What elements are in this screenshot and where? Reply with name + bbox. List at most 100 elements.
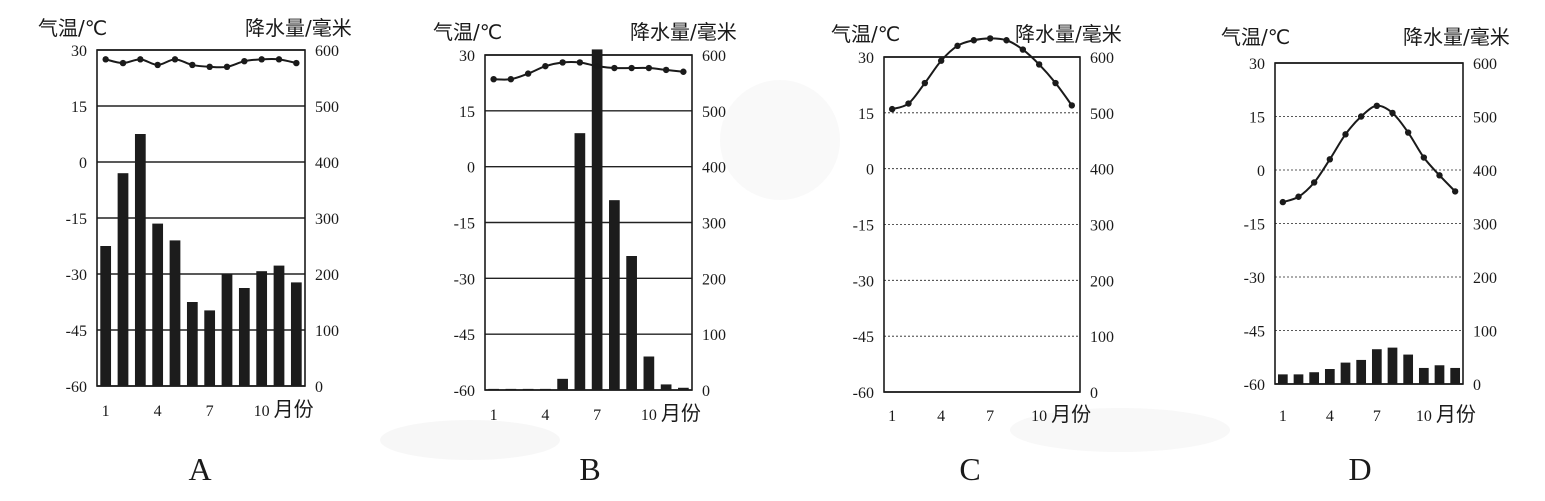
precipitation-bar (609, 200, 620, 390)
temperature-tick-label: 0 (79, 155, 87, 172)
precipitation-bar (678, 387, 689, 390)
month-tick-label: 4 (937, 408, 945, 425)
precipitation-bar (1277, 374, 1288, 384)
precipitation-bar (186, 302, 198, 386)
precipitation-bar (204, 310, 216, 386)
precipitation-bar (117, 173, 129, 386)
temperature-tick-label: -45 (66, 323, 87, 340)
precipitation-axis-title: 降水量/毫米 (1015, 22, 1122, 46)
precipitation-tick-label: 0 (315, 379, 323, 396)
temperature-tick-label: -30 (454, 271, 475, 288)
precipitation-tick-label: 600 (1090, 50, 1114, 67)
month-tick-label: 1 (102, 403, 110, 420)
precipitation-bar (626, 256, 637, 390)
temperature-axis-title: 气温/℃ (1221, 25, 1290, 49)
precipitation-tick-label: 200 (702, 271, 726, 288)
temperature-point (1279, 198, 1287, 206)
temperature-point (921, 79, 929, 87)
temperature-tick-label: -45 (853, 329, 874, 346)
temperature-tick-label: -45 (454, 327, 475, 344)
precipitation-bar (1418, 367, 1429, 384)
temperature-point (206, 63, 213, 70)
panel-label: C (959, 451, 980, 487)
precipitation-tick-label: 400 (1473, 163, 1497, 180)
temperature-point (137, 56, 144, 63)
precipitation-tick-label: 200 (1473, 270, 1497, 287)
temperature-tick-label: 15 (858, 106, 874, 123)
precipitation-bar (505, 388, 517, 390)
temperature-tick-label: -15 (853, 218, 874, 235)
precipitation-tick-label: 300 (1473, 217, 1497, 234)
precipitation-tick-label: 400 (315, 155, 339, 172)
precipitation-bar (557, 378, 568, 390)
precipitation-bar (221, 274, 233, 386)
temperature-tick-label: -15 (454, 216, 475, 233)
temperature-tick-label: -30 (1244, 270, 1265, 287)
precipitation-bar (936, 391, 947, 392)
temperature-point (1035, 61, 1043, 68)
plot-frame (96, 49, 306, 387)
temperature-tick-label: -30 (853, 273, 874, 290)
precipitation-axis-title: 降水量/毫米 (245, 16, 352, 40)
panel-label: B (579, 451, 600, 487)
temperature-tick-label: 15 (459, 104, 475, 121)
temperature-point (611, 64, 618, 72)
temperature-point (490, 75, 497, 83)
precipitation-bar (1371, 349, 1382, 384)
precipitation-bar (643, 356, 655, 390)
month-axis-unit: 月份 (1051, 402, 1091, 426)
precipitation-tick-label: 300 (702, 216, 726, 233)
temperature-point (954, 42, 961, 50)
month-tick-label: 7 (206, 403, 214, 420)
temperature-point (507, 75, 515, 83)
precipitation-bar (522, 388, 534, 390)
temperature-tick-label: 30 (858, 50, 874, 67)
month-tick-label: 10 (1416, 408, 1432, 425)
month-tick-label: 10 (641, 407, 657, 424)
precipitation-tick-label: 100 (702, 327, 726, 344)
precipitation-bar (660, 384, 672, 390)
precipitation-tick-label: 500 (1090, 106, 1114, 123)
temperature-tick-label: 30 (71, 43, 87, 60)
temperature-point (1357, 113, 1365, 120)
climate-chart-D: 气温/℃ 降水量/毫米 30 15 0 -15 -30 -45 -60 600 500 400 300 2… (1221, 25, 1510, 487)
precipitation-bar (290, 282, 302, 386)
temperature-point (905, 100, 912, 107)
temperature-point (1003, 37, 1010, 44)
panel-label: D (1348, 451, 1371, 487)
precipitation-axis-title: 降水量/毫米 (630, 20, 737, 44)
temperature-point (1068, 102, 1076, 109)
temperature-axis-title: 气温/℃ (831, 22, 900, 46)
temperature-tick-label: 15 (71, 99, 87, 116)
precipitation-tick-label: 300 (1090, 218, 1114, 235)
climate-chart-C: 气温/℃ 降水量/毫米 30 15 0 -15 -30 -45 -60 600 500 400 300 2… (831, 22, 1122, 487)
precipitation-tick-label: 500 (1473, 110, 1497, 127)
temperature-point (1052, 79, 1059, 87)
temperature-point (1404, 129, 1412, 136)
temperature-point (593, 62, 601, 70)
climate-chart-B: 气温/℃ 降水量/毫米 30 15 0 -15 -30 -45 -60 600 500 400 300 2… (433, 20, 737, 487)
month-tick-label: 4 (1326, 408, 1334, 425)
precipitation-tick-label: 500 (702, 104, 726, 121)
precipitation-tick-label: 300 (315, 211, 339, 228)
month-axis-unit: 月份 (274, 397, 314, 421)
precipitation-tick-label: 100 (1090, 329, 1114, 346)
precipitation-bar (1356, 359, 1367, 384)
temperature-line (493, 60, 684, 81)
temperature-point (645, 64, 653, 72)
precipitation-tick-label: 400 (1090, 162, 1114, 179)
precipitation-tick-label: 200 (1090, 273, 1114, 290)
plot-frame (1274, 62, 1464, 385)
temperature-point (662, 66, 670, 74)
precipitation-tick-label: 0 (702, 383, 710, 400)
temperature-point (1310, 179, 1318, 186)
temperature-point (1389, 109, 1396, 117)
temperature-point (1295, 193, 1302, 200)
temperature-point (888, 105, 896, 113)
temperature-point (542, 62, 549, 70)
plot-frame (484, 54, 693, 391)
month-tick-label: 1 (888, 408, 896, 425)
temperature-point (628, 64, 635, 72)
precipitation-bar (1324, 369, 1335, 384)
